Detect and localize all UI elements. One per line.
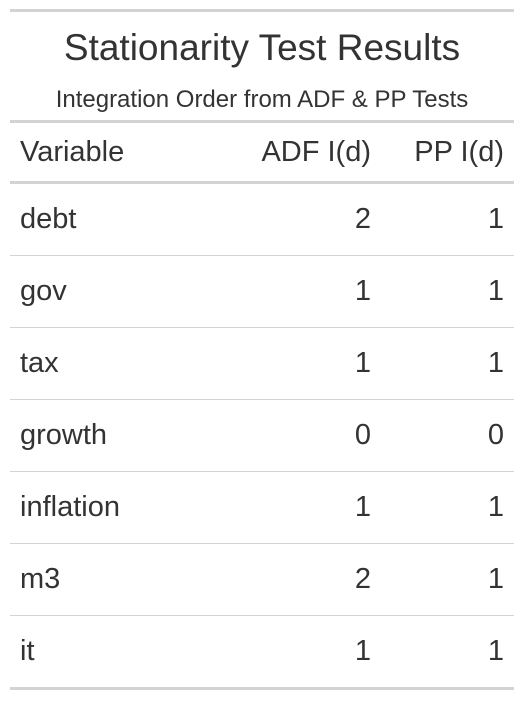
table-row: it 1 1 <box>10 615 514 690</box>
top-rule <box>10 9 514 12</box>
column-header-adf: ADF I(d) <box>205 123 381 184</box>
stationarity-table: Stationarity Test Results Integration Or… <box>10 9 514 690</box>
table-row: tax 1 1 <box>10 327 514 400</box>
cell-variable: debt <box>10 182 205 256</box>
table-row: gov 1 1 <box>10 255 514 328</box>
cell-variable: growth <box>10 399 205 472</box>
table-row: growth 0 0 <box>10 399 514 472</box>
cell-adf: 2 <box>205 182 381 256</box>
column-header-pp: PP I(d) <box>381 123 514 184</box>
cell-pp: 1 <box>381 543 514 616</box>
cell-pp: 1 <box>381 471 514 544</box>
cell-adf: 0 <box>205 399 381 472</box>
cell-variable: inflation <box>10 471 205 544</box>
table-row: m3 2 1 <box>10 543 514 616</box>
cell-variable: gov <box>10 255 205 328</box>
cell-adf: 1 <box>205 615 381 690</box>
column-header-variable: Variable <box>10 123 205 184</box>
table-row: inflation 1 1 <box>10 471 514 544</box>
header-row: Variable ADF I(d) PP I(d) <box>10 123 514 184</box>
cell-pp: 1 <box>381 182 514 256</box>
cell-variable: tax <box>10 327 205 400</box>
cell-pp: 0 <box>381 399 514 472</box>
cell-adf: 1 <box>205 255 381 328</box>
cell-variable: it <box>10 615 205 690</box>
cell-adf: 1 <box>205 327 381 400</box>
cell-adf: 1 <box>205 471 381 544</box>
heading-rule <box>10 120 514 123</box>
table-subtitle: Integration Order from ADF & PP Tests <box>55 86 469 113</box>
cell-adf: 2 <box>205 543 381 616</box>
table-row: debt 2 1 <box>10 182 514 256</box>
cell-variable: m3 <box>10 543 205 616</box>
table-body: debt 2 1 gov 1 1 tax 1 1 growth 0 0 infl… <box>10 182 514 690</box>
results-table: Variable ADF I(d) PP I(d) debt 2 1 gov 1… <box>10 123 514 690</box>
cell-pp: 1 <box>381 615 514 690</box>
cell-pp: 1 <box>381 255 514 328</box>
table-title: Stationarity Test Results <box>63 27 461 68</box>
cell-pp: 1 <box>381 327 514 400</box>
